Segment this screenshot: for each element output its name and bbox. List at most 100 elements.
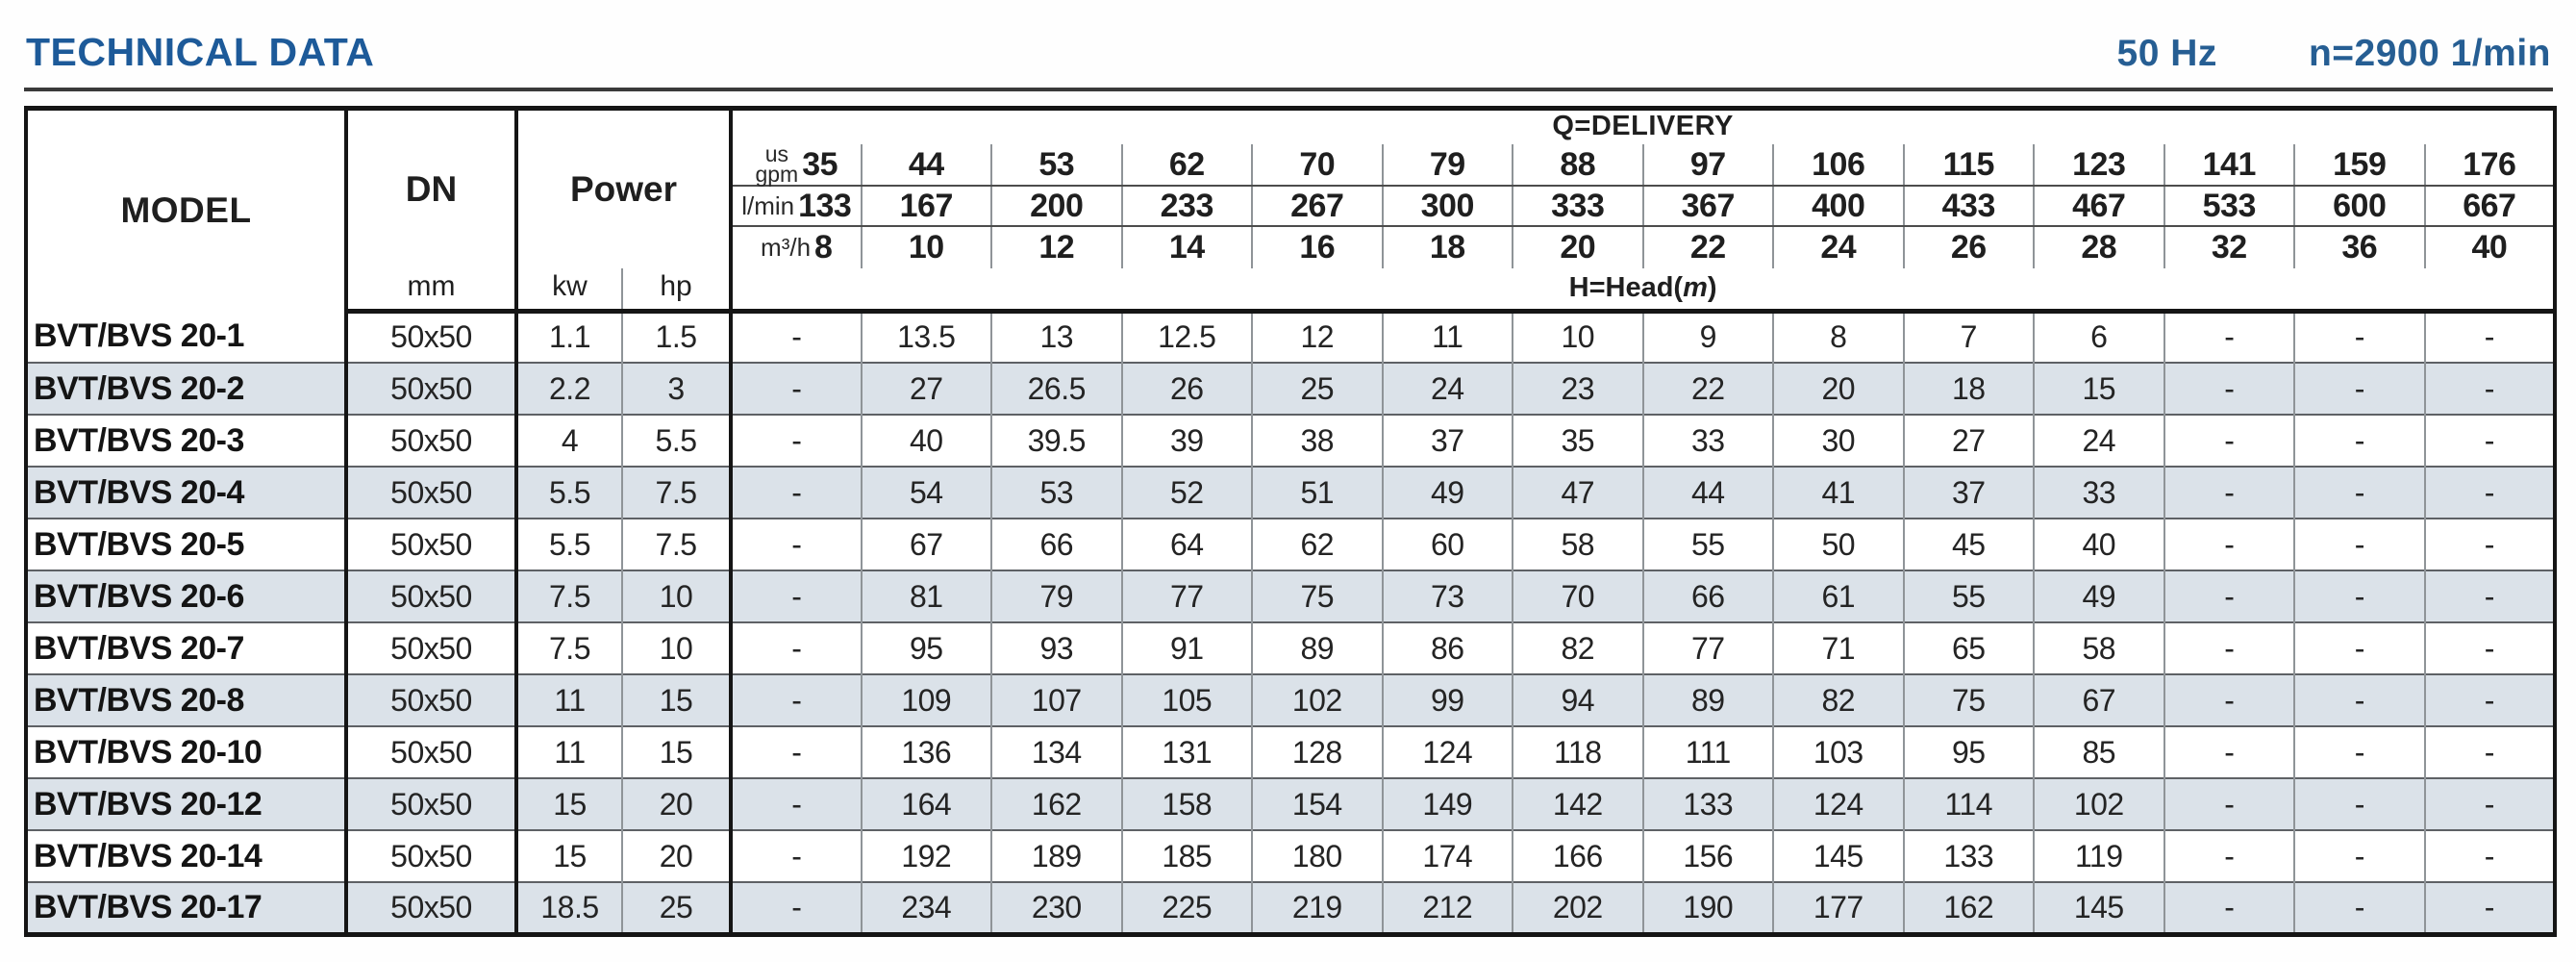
rotation-speed-label: n=2900 1/min [2308,33,2551,74]
delivery-lmin-header-cell: 467 [2033,186,2164,227]
head-value-cell: 38 [1251,414,1383,467]
power-kw-cell: 2.2 [516,362,623,415]
head-value-cell: 118 [1512,725,1643,778]
delivery-gpm-header-cell: 141 [2163,144,2295,187]
delivery-m3h-header-cell: 18 [1381,226,1513,268]
delivery-m3h-header-cell: 20 [1512,226,1643,268]
head-value-cell: 225 [1120,881,1253,934]
head-value-cell: 75 [1902,673,2035,726]
head-value-cell: 26.5 [990,362,1122,415]
head-value-cell: 22 [1641,362,1774,415]
head-value-cell: 109 [860,673,992,726]
head-value-cell: 24 [1381,362,1513,415]
unit-value-group: l/min 133 [733,188,861,225]
delivery-gpm-header-cell: 115 [1902,144,2035,187]
head-value-cell: - [791,319,802,355]
table-body: BVT/BVS 20-1 50x50 1.1 1.5-13.5 13 12.5 12 11 10… [26,311,2556,934]
head-value-cell: 192 [860,829,992,882]
head-value-cell: 64 [1120,518,1253,570]
power-hp-cell: 1.5 [622,311,734,363]
head-value-cell: 85 [2033,725,2164,778]
head-value-cell: 51 [1251,466,1383,519]
head-value-cell: - [2423,362,2556,415]
lmin-unit-label: l/min [741,190,795,220]
head-value-cell: - [731,362,862,415]
head-value-cell: 33 [2033,466,2164,519]
power-hp-unit-label: hp [622,268,734,314]
head-value-cell: 58 [2033,621,2164,674]
delivery-m3h-header-cell: 14 [1120,226,1253,268]
head-value-cell: 12 [1251,311,1383,363]
head-value-cell: 33 [1641,414,1774,467]
power-hp-cell: 7.5 [622,518,734,570]
head-value-cell: 15 [2033,362,2164,415]
header-row-units: mm kw hp H=Head(m) [26,268,2556,314]
dn-cell: 50x50 [346,777,518,830]
header-row-m3h: m³/h 8 10 12 14 16 18 20 22 24 26 28 32 36 40 [26,226,2556,268]
head-value-cell: 49 [2033,570,2164,622]
unit-value-group: us gpm 35 [733,143,861,186]
table-row: BVT/BVS 20-17 50x50 18.5 25-234 230 225 219 212… [26,881,2556,934]
head-value-cell: 185 [1120,829,1253,882]
head-value-cell: 20 [1772,362,1904,415]
delivery-m3h-header-cell: 28 [2033,226,2164,268]
table-row: BVT/BVS 20-12 50x50 15 20-164 162 158 154 149 14… [26,777,2556,830]
head-value-cell: 105 [1120,673,1253,726]
head-value-cell: 128 [1251,725,1383,778]
power-column-header: Power [516,108,734,268]
dn-column-header: DN [346,108,518,268]
dn-cell: 50x50 [346,518,518,570]
power-hp-cell: 10 [622,621,734,674]
power-hp-cell: 7.5 [622,466,734,519]
head-value-cell: 136 [860,725,992,778]
delivery-gpm-header-cell: 53 [990,144,1122,187]
head-label-variable: m [1683,272,1708,303]
head-value-cell: - [731,725,862,778]
model-cell: BVT/BVS 20-7 [26,621,348,674]
head-value-cell: - [2423,311,2556,363]
head-value-cell: 81 [860,570,992,622]
dn-unit-label: mm [346,268,518,314]
head-value-cell: - [2423,414,2556,467]
head-value-cell: 26 [1120,362,1253,415]
frequency-label: 50 Hz [2116,33,2217,74]
head-value-cell: 13.5 [860,311,992,363]
table-row: BVT/BVS 20-6 50x50 7.5 10-81 79 77 75 73 70 66 61 5… [26,570,2556,622]
head-value-cell: 177 [1772,881,1904,934]
head-value-cell: - [2163,829,2295,882]
dn-cell: 50x50 [346,311,518,363]
head-value-cell: 12.5 [1120,311,1253,363]
table-row: BVT/BVS 20-4 50x50 5.5 7.5-54 53 52 51 49 47 44 41… [26,466,2556,519]
power-kw-cell: 5.5 [516,518,623,570]
head-value-cell: - [2293,777,2425,830]
power-hp-cell: 5.5 [622,414,734,467]
head-value-cell: 77 [1641,621,1774,674]
power-kw-cell: 11 [516,725,623,778]
head-value-cell: 30 [1772,414,1904,467]
head-value-cell: 145 [2033,881,2164,934]
unit-value-group: m³/h 8 [733,229,861,266]
head-value-cell: 219 [1251,881,1383,934]
model-cell: BVT/BVS 20-1 [26,311,348,363]
head-value-cell: - [2163,414,2295,467]
header-row-delivery: MODEL DN Power Q=DELIVERY [26,108,2555,311]
head-value-cell: 202 [1512,881,1643,934]
head-value-cell: 9 [1641,311,1774,363]
head-value-cell: - [731,621,862,674]
head-value-cell: 73 [1381,570,1513,622]
head-value-cell: - [2293,518,2425,570]
head-value-cell: 75 [1251,570,1383,622]
power-kw-cell: 18.5 [516,881,623,934]
head-value-cell: - [2163,777,2295,830]
head-value-cell: 55 [1641,518,1774,570]
delivery-m3h-header-cell: 36 [2293,226,2425,268]
head-value-cell: 156 [1641,829,1774,882]
head-value-cell: 111 [1641,725,1774,778]
head-value-cell: - [731,414,862,467]
head-value-cell: 70 [1512,570,1643,622]
head-value-cell: 41 [1772,466,1904,519]
dn-cell: 50x50 [346,414,518,467]
delivery-lmin-header-cell: 600 [2293,186,2425,227]
head-value-cell: 37 [1902,466,2035,519]
head-value-cell: 164 [860,777,992,830]
